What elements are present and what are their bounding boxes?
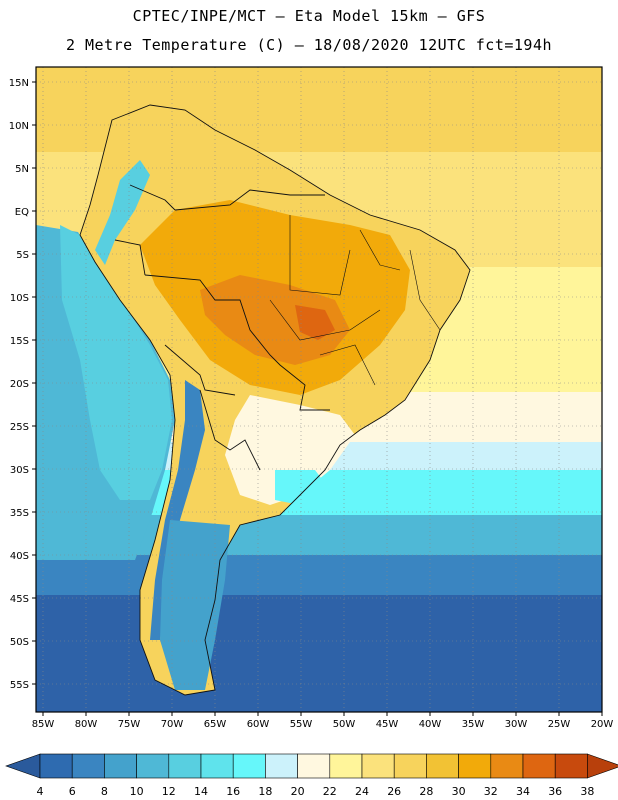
lat-label: 20S [10, 379, 29, 390]
lat-label: 50S [10, 637, 29, 648]
colorbar-swatch [361, 753, 395, 779]
title-line-2: 2 Metre Temperature (C) – 18/08/2020 12U… [65, 36, 553, 54]
colorbar-swatch [490, 753, 524, 779]
lon-label: 65W [204, 719, 227, 730]
colorbar-swatch [71, 753, 105, 779]
lon-label: 75W [118, 719, 141, 730]
colorbar-label: 8 [101, 785, 108, 798]
colorbar-label: 22 [323, 785, 337, 798]
lon-label: 20W [591, 719, 614, 730]
colorbar-label: 26 [387, 785, 401, 798]
lon-label: 45W [376, 719, 399, 730]
coastline [79, 104, 471, 696]
colorbar-label: 28 [419, 785, 433, 798]
patagonia-cool [160, 520, 230, 690]
political-boundaries [79, 104, 471, 696]
colorbar-swatch [168, 753, 202, 779]
colorbar-label: 18 [258, 785, 272, 798]
lon-label: 30W [505, 719, 528, 730]
band-mid-blue [36, 555, 602, 595]
lat-label: 30S [10, 465, 29, 476]
colorbar: 4 6 8 10 12 14 16 18 20 22 24 26 28 30 32 34 36 38 [5, 753, 618, 798]
lat-label: 15N [9, 78, 29, 89]
longitude-labels: 85W 80W 75W 70W 65W 60W 55W 50W 45W 40W 35W 30W 25W 2… [32, 712, 614, 730]
lat-label: 25S [10, 422, 29, 433]
lon-label: 40W [419, 719, 442, 730]
colorbar-arrow-low [5, 753, 41, 779]
lat-label: 15S [10, 336, 29, 347]
colorbar-swatch [136, 753, 170, 779]
colorbar-label: 10 [130, 785, 144, 798]
lat-label: 10N [9, 121, 29, 132]
colorbar-swatch [426, 753, 459, 779]
colorbar-label: 36 [548, 785, 562, 798]
colorbar-label: 12 [162, 785, 176, 798]
colorbar-label: 34 [516, 785, 530, 798]
andean-borders [114, 184, 261, 471]
lon-label: 80W [75, 719, 98, 730]
lon-label: 70W [161, 719, 184, 730]
title-line-1: CPTEC/INPE/MCT – Eta Model 15km – GFS [132, 7, 486, 25]
colorbar-label: 24 [355, 785, 369, 798]
southern-brazil-cool [225, 395, 355, 505]
lon-label: 85W [32, 719, 55, 730]
lat-label: 5S [16, 250, 29, 261]
colorbar-swatch [329, 753, 363, 779]
colorbar-swatch [393, 753, 427, 779]
lat-label: 35S [10, 508, 29, 519]
plot-frame [35, 66, 603, 713]
colorbar-swatch [104, 753, 137, 779]
colorbar-swatch [297, 753, 331, 779]
colorbar-swatch [522, 753, 556, 779]
temperature-field [36, 67, 602, 712]
lon-label: 60W [247, 719, 270, 730]
colorbar-swatch [232, 753, 266, 779]
colorbar-arrow-high [587, 753, 618, 779]
lon-label: 55W [290, 719, 313, 730]
colorbar-label: 6 [69, 785, 76, 798]
colorbar-swatch [265, 753, 298, 779]
central-hot-core [200, 275, 350, 365]
brazil-states [269, 215, 441, 386]
lat-label: 40S [10, 551, 29, 562]
colorbar-label: 38 [580, 785, 594, 798]
band-deep-blue [36, 595, 602, 712]
lat-label: 5N [15, 164, 29, 175]
lat-label: 10S [10, 293, 29, 304]
colorbar-label: 32 [484, 785, 498, 798]
colorbar-swatch [39, 753, 73, 779]
lat-label: 45S [10, 594, 29, 605]
colorbar-label: 20 [291, 785, 305, 798]
pacific-cyan-coast [60, 225, 172, 500]
colorbar-label: 4 [37, 785, 44, 798]
latitude-labels: 15N 10N 5N EQ 5S 10S 15S 20S 25S 30S 35S 40S 45S 50S 5… [9, 78, 36, 691]
hottest-spot [295, 305, 335, 340]
colorbar-swatch [458, 753, 492, 779]
lat-label: 55S [10, 680, 29, 691]
lat-label: EQ [15, 207, 29, 218]
colorbar-label: 14 [194, 785, 208, 798]
lon-label: 25W [548, 719, 571, 730]
lon-label: 35W [462, 719, 485, 730]
colorbar-swatch [200, 753, 234, 779]
andes-cool-spine [95, 160, 150, 265]
colorbar-swatch [554, 753, 588, 779]
brazil-border [144, 189, 330, 411]
lon-label: 50W [333, 719, 356, 730]
colorbar-label: 30 [452, 785, 466, 798]
colorbar-label: 16 [226, 785, 240, 798]
